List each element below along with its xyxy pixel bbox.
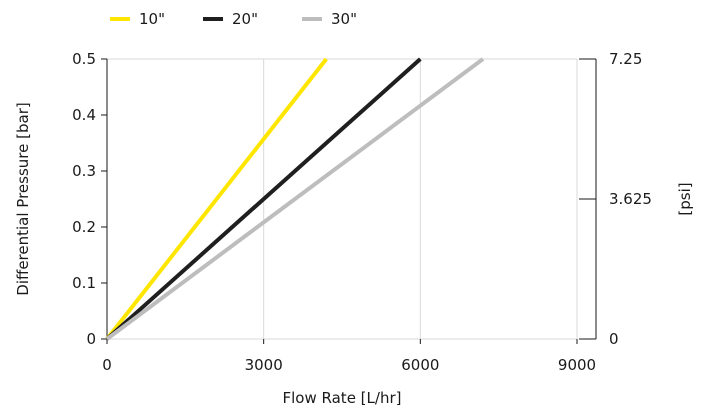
y-tick-label: 0 — [86, 330, 96, 348]
y2-tick-label: 0 — [609, 330, 619, 348]
grid — [106, 58, 578, 340]
y2-axis-title: [psi] — [676, 182, 694, 215]
y-tick-label: 0.4 — [72, 106, 96, 124]
series-line-1 — [105, 57, 328, 341]
legend-label-3: 30" — [331, 10, 357, 28]
x-tick-label: 3000 — [245, 356, 283, 374]
legend: 10" 20" 30" — [110, 10, 357, 28]
x-tick-label: 0 — [102, 356, 112, 374]
y2-tick-label: 7.25 — [609, 50, 642, 68]
x-tick-label: 9000 — [558, 356, 596, 374]
legend-label-1: 10" — [139, 10, 165, 28]
series-lines — [105, 57, 485, 341]
y-tick-label: 0.1 — [72, 274, 96, 292]
series-line-3 — [105, 57, 485, 341]
y-axis-title: Differential Pressure [bar] — [14, 102, 32, 295]
legend-label-2: 20" — [232, 10, 258, 28]
axes: 0 0.1 0.2 0.3 0.4 0.5 0 3000 6000 9000 0 3.625 7.25 — [72, 50, 652, 374]
series-line-2 — [105, 57, 422, 341]
y2-tick-label: 3.625 — [609, 190, 652, 208]
y-tick-label: 0.5 — [72, 50, 96, 68]
y-tick-label: 0.3 — [72, 162, 96, 180]
x-axis-title: Flow Rate [L/hr] — [283, 389, 402, 407]
x-tick-label: 6000 — [401, 356, 439, 374]
y-tick-label: 0.2 — [72, 218, 96, 236]
